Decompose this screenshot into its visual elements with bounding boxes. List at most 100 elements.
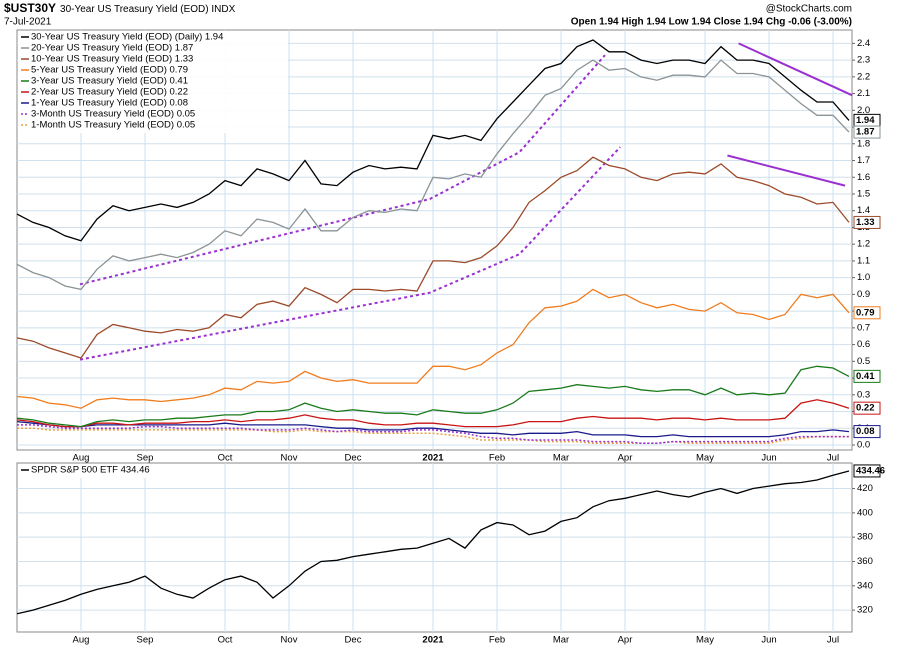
legend: SPDR S&P 500 ETF 434.46 xyxy=(18,464,193,478)
y-tick-label: 2.2 xyxy=(857,71,870,82)
chart-title: $UST30Y xyxy=(4,1,56,15)
end-label-box xyxy=(853,369,881,383)
end-label-box xyxy=(853,425,881,439)
series-line xyxy=(16,420,850,438)
end-label: 0.41 xyxy=(856,371,875,382)
y-tick-label: 2.0 xyxy=(857,105,870,116)
x-tick-label: Dec xyxy=(345,453,362,464)
plots: 0.00.10.20.30.40.50.60.70.80.91.01.11.21… xyxy=(16,29,885,646)
chart-subtitle: 30-Year US Treasury Yield (EOD) INDX xyxy=(60,4,236,15)
y-tick-label: 1.6 xyxy=(857,172,870,183)
y-tick-label: 1.7 xyxy=(857,155,870,166)
legend-box xyxy=(18,31,288,133)
y-tick-label: 1.2 xyxy=(857,239,870,250)
x-tick-label: Sep xyxy=(137,635,154,646)
y-tick-label: 0.0 xyxy=(857,439,870,450)
x-tick-label: May xyxy=(696,453,714,464)
end-label: 1.94 xyxy=(856,115,875,126)
legend-label: 1-Month US Treasury Yield (EOD) 0.05 xyxy=(31,120,195,131)
x-tick-label: Oct xyxy=(218,453,233,464)
y-tick-label: 2.4 xyxy=(857,38,870,49)
x-tick-label: Jul xyxy=(827,635,839,646)
x-tick-label: Oct xyxy=(218,635,233,646)
x-tick-label: Sep xyxy=(137,453,154,464)
y-tick-label: 0.9 xyxy=(857,289,870,300)
series-line xyxy=(16,288,850,409)
trendline xyxy=(79,146,621,361)
y-tick-label: 1.5 xyxy=(857,188,870,199)
end-label-box xyxy=(853,215,881,229)
series-line xyxy=(16,365,850,428)
x-tick-label: Aug xyxy=(73,453,90,464)
x-tick-label: Dec xyxy=(345,635,362,646)
chart-heading: $UST30Y 30-Year US Treasury Yield (EOD) I… xyxy=(4,1,236,15)
x-tick-label: Mar xyxy=(553,453,569,464)
x-tick-label: Mar xyxy=(553,635,569,646)
series-line xyxy=(16,39,850,242)
legend-label: 30-Year US Treasury Yield (EOD) (Daily) … xyxy=(31,32,223,43)
end-label: 0.22 xyxy=(856,403,875,414)
chart-date: 7-Jul-2021 xyxy=(4,17,52,28)
trendline xyxy=(727,154,846,187)
end-label: 1.33 xyxy=(856,217,875,228)
legend-label: SPDR S&P 500 ETF 434.46 xyxy=(31,465,150,476)
end-label: 1.87 xyxy=(856,127,875,138)
series-line xyxy=(17,424,849,445)
x-tick-label: Feb xyxy=(489,635,505,646)
x-tick-label: Apr xyxy=(618,635,633,646)
x-tick-label: Apr xyxy=(618,453,633,464)
y-tick-label: 0.5 xyxy=(857,356,870,367)
x-tick-label: Feb xyxy=(489,453,505,464)
x-tick-label: Nov xyxy=(281,453,298,464)
y-tick-label: 320 xyxy=(857,605,873,616)
legend-label: 3-Month US Treasury Yield (EOD) 0.05 xyxy=(31,109,195,120)
y-tick-label: 340 xyxy=(857,580,873,591)
end-label-box xyxy=(853,401,881,415)
end-label: 0.08 xyxy=(856,426,875,437)
y-tick-label: 380 xyxy=(857,532,873,543)
y-tick-label: 1.8 xyxy=(857,138,870,149)
legend-label: 10-Year US Treasury Yield (EOD) 1.33 xyxy=(31,54,193,65)
y-tick-label: 400 xyxy=(857,507,873,518)
y-tick-label: 0.6 xyxy=(857,339,870,350)
end-label-box xyxy=(853,464,881,478)
end-label-box xyxy=(853,125,881,139)
end-label: 0.79 xyxy=(856,307,875,318)
x-tick-label: 2021 xyxy=(422,453,444,464)
y-tick-label: 1.0 xyxy=(857,272,870,283)
end-label: 434.46 xyxy=(856,465,885,476)
y-tick-label: 1.1 xyxy=(857,255,870,266)
series-line xyxy=(16,470,850,615)
y-tick-label: 360 xyxy=(857,556,873,567)
y-tick-label: 0.3 xyxy=(857,389,870,400)
legend: 30-Year US Treasury Yield (EOD) (Daily) … xyxy=(18,31,288,133)
y-tick-label: 420 xyxy=(857,483,873,494)
series-line xyxy=(16,59,850,291)
x-tick-label: Jun xyxy=(761,635,776,646)
legend-label: 3-Year US Treasury Yield (EOD) 0.41 xyxy=(31,76,188,87)
legend-label: 2-Year US Treasury Yield (EOD) 0.22 xyxy=(31,87,188,98)
x-tick-label: Nov xyxy=(281,635,298,646)
credit: @StockCharts.com xyxy=(766,4,852,15)
trendline xyxy=(738,42,853,97)
series-line xyxy=(16,399,850,428)
legend-label: 1-Year US Treasury Yield (EOD) 0.08 xyxy=(31,98,188,109)
y-tick-label: 1.4 xyxy=(857,205,870,216)
series-line xyxy=(17,427,849,445)
y-tick-label: 2.3 xyxy=(857,55,870,66)
legend-box xyxy=(18,464,193,478)
x-tick-label: Jul xyxy=(827,453,839,464)
x-tick-label: 2021 xyxy=(422,635,444,646)
series-line xyxy=(16,156,850,359)
x-tick-label: Jun xyxy=(761,453,776,464)
legend-label: 20-Year US Treasury Yield (EOD) 1.87 xyxy=(31,43,193,54)
x-tick-label: Aug xyxy=(73,635,90,646)
legend-label: 5-Year US Treasury Yield (EOD) 0.79 xyxy=(31,65,188,76)
end-label-box xyxy=(853,306,881,320)
plot-area xyxy=(16,462,853,633)
y-tick-label: 2.1 xyxy=(857,88,870,99)
x-tick-label: May xyxy=(696,635,714,646)
y-tick-label: 0.7 xyxy=(857,322,870,333)
quote: Open 1.94 High 1.94 Low 1.94 Close 1.94 … xyxy=(571,17,852,28)
